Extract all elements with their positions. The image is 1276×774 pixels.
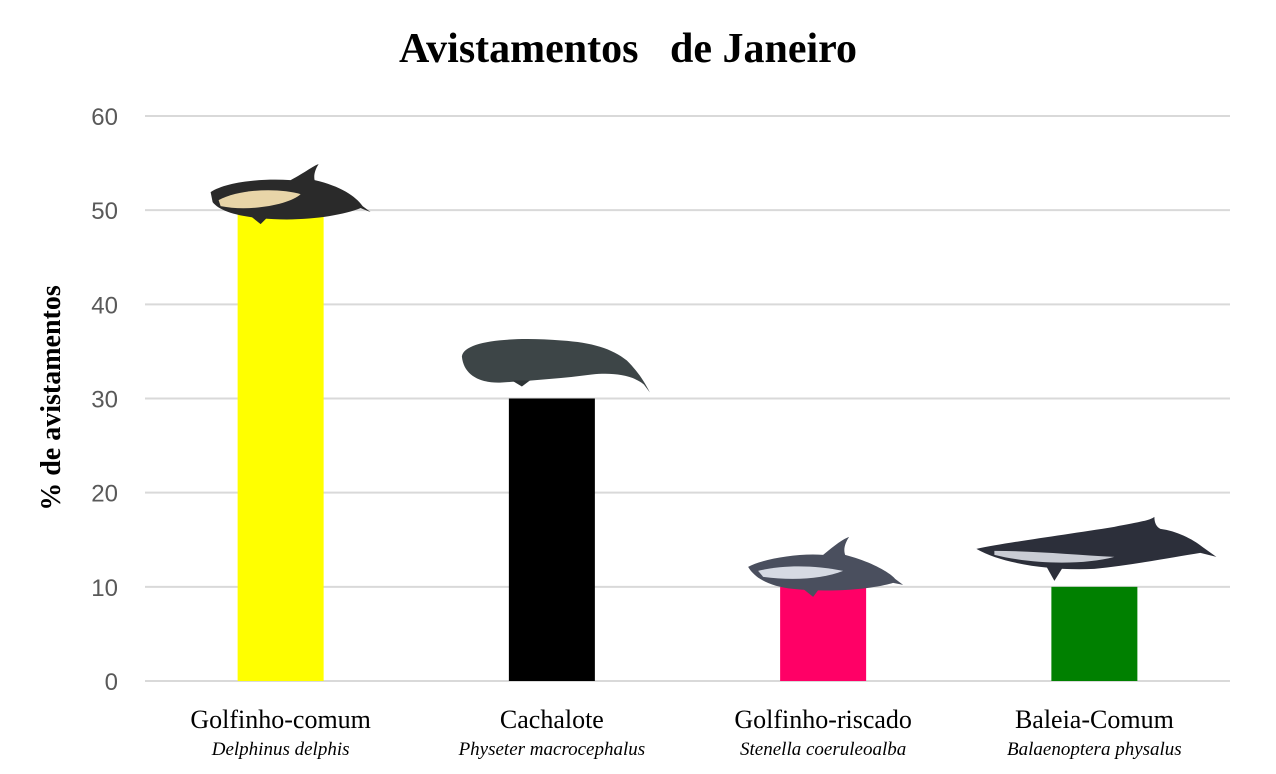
y-tick-label: 40 [91,292,118,319]
whale-body [976,516,1217,570]
x-axis-categories: Golfinho-comum Delphinus delphis Cachalote… [190,705,1181,760]
chart-title: Avistamentos de Janeiro [399,26,857,72]
species-icons [210,164,1217,597]
whale-body [461,339,650,393]
y-tick-label: 0 [105,669,118,696]
dolphin-belly [758,566,844,579]
dolphin-fin [803,588,820,597]
scientific-name-label: Delphinus delphis [211,739,350,760]
y-tick-label: 50 [91,198,118,225]
category-label: Golfinho-riscado [734,705,912,734]
bar-cachalote [508,398,595,681]
y-axis-label: % de avistamentos [36,285,67,511]
bar-baleia-comum [1051,586,1138,681]
whale-fin [511,380,530,387]
common-dolphin-icon [210,164,371,225]
bar-golfinho-comum [237,210,324,681]
y-tick-label: 60 [91,104,118,131]
dolphin-fin [250,216,269,225]
dolphin-body [748,536,904,591]
fin-whale-icon [976,516,1217,581]
sperm-whale-icon [461,339,650,393]
whale-belly [994,550,1115,563]
category-label: Golfinho-comum [190,705,371,734]
scientific-name-label: Balaenoptera physalus [1007,739,1182,760]
scientific-name-label: Physeter macrocephalus [458,739,646,760]
dolphin-flank [218,190,301,209]
whale-fin [1044,562,1065,581]
bar-golfinho-riscado [780,586,867,681]
bars [237,210,1138,681]
y-axis-ticks: 0 10 20 30 40 50 60 [91,104,118,696]
category-label: Cachalote [500,705,604,734]
scientific-name-label: Stenella coeruleoalba [740,739,906,760]
striped-dolphin-icon [748,536,904,597]
y-tick-label: 20 [91,481,118,508]
category-label: Baleia-Comum [1015,705,1174,734]
dolphin-body [210,164,371,220]
y-tick-label: 30 [91,387,118,414]
y-tick-label: 10 [91,575,118,602]
